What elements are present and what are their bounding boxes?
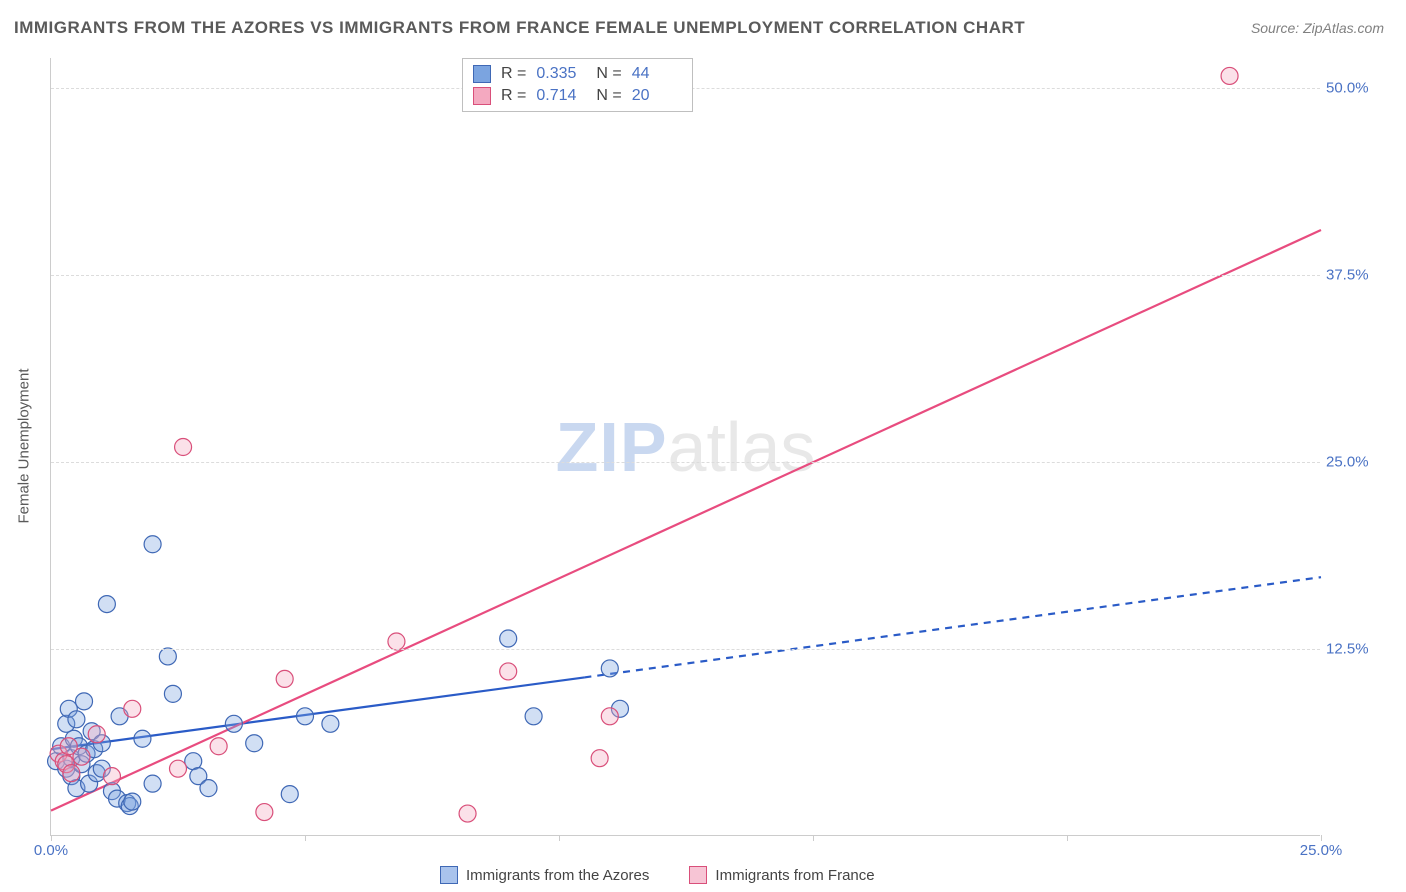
chart-container: IMMIGRANTS FROM THE AZORES VS IMMIGRANTS…: [0, 0, 1406, 892]
x-tick-mark: [305, 835, 306, 841]
data-point: [134, 730, 151, 747]
gridline: [51, 649, 1320, 650]
data-point: [164, 685, 181, 702]
legend-swatch-1: [689, 866, 707, 884]
legend-item-0: Immigrants from the Azores: [440, 866, 649, 884]
data-point: [459, 805, 476, 822]
x-tick-mark: [1067, 835, 1068, 841]
data-point: [276, 670, 293, 687]
data-point: [525, 708, 542, 725]
r-label-1: R =: [501, 87, 526, 105]
data-point: [322, 715, 339, 732]
legend-item-1: Immigrants from France: [689, 866, 874, 884]
data-point: [256, 804, 273, 821]
bottom-legend: Immigrants from the Azores Immigrants fr…: [440, 866, 875, 884]
data-point: [170, 760, 187, 777]
y-tick-label: 12.5%: [1326, 640, 1386, 657]
x-tick-mark: [813, 835, 814, 841]
data-point: [281, 786, 298, 803]
data-point: [210, 738, 227, 755]
chart-title: IMMIGRANTS FROM THE AZORES VS IMMIGRANTS…: [14, 18, 1025, 38]
data-point: [601, 708, 618, 725]
data-point: [124, 793, 141, 810]
data-point: [500, 663, 517, 680]
legend-swatch-0: [440, 866, 458, 884]
source-attribution: Source: ZipAtlas.com: [1251, 20, 1384, 36]
data-point: [144, 775, 161, 792]
data-point: [63, 765, 80, 782]
data-point: [88, 726, 105, 743]
gridline: [51, 275, 1320, 276]
data-point: [103, 768, 120, 785]
stats-row-series-1: R = 0.714 N = 20: [473, 85, 682, 107]
data-point: [144, 536, 161, 553]
x-tick-mark: [559, 835, 560, 841]
data-point: [225, 715, 242, 732]
data-point: [68, 711, 85, 728]
n-value-0: 44: [632, 65, 682, 83]
trend-line-extrapolated: [584, 577, 1321, 677]
r-value-1: 0.714: [536, 87, 586, 105]
n-label-1: N =: [596, 87, 621, 105]
chart-svg: [51, 58, 1320, 835]
legend-label-1: Immigrants from France: [715, 867, 874, 884]
data-point: [591, 750, 608, 767]
data-point: [98, 596, 115, 613]
y-tick-label: 37.5%: [1326, 266, 1386, 283]
data-point: [76, 693, 93, 710]
r-value-0: 0.335: [536, 65, 586, 83]
y-axis-label: Female Unemployment: [16, 368, 33, 523]
data-point: [1221, 67, 1238, 84]
x-tick-mark: [51, 835, 52, 841]
x-tick-label: 0.0%: [34, 842, 68, 859]
data-point: [297, 708, 314, 725]
plot-area: ZIPatlas 12.5%25.0%37.5%50.0%0.0%25.0%: [50, 58, 1320, 836]
data-point: [159, 648, 176, 665]
gridline: [51, 462, 1320, 463]
n-label-0: N =: [596, 65, 621, 83]
data-point: [246, 735, 263, 752]
n-value-1: 20: [632, 87, 682, 105]
data-point: [124, 700, 141, 717]
data-point: [73, 748, 90, 765]
stats-legend-box: R = 0.335 N = 44 R = 0.714 N = 20: [462, 58, 693, 112]
y-tick-label: 25.0%: [1326, 453, 1386, 470]
data-point: [601, 660, 618, 677]
data-point: [500, 630, 517, 647]
stats-row-series-0: R = 0.335 N = 44: [473, 63, 682, 85]
swatch-series-1: [473, 87, 491, 105]
x-tick-label: 25.0%: [1300, 842, 1343, 859]
swatch-series-0: [473, 65, 491, 83]
x-tick-mark: [1321, 835, 1322, 841]
legend-label-0: Immigrants from the Azores: [466, 867, 649, 884]
y-tick-label: 50.0%: [1326, 79, 1386, 96]
data-point: [200, 780, 217, 797]
data-point: [388, 633, 405, 650]
r-label-0: R =: [501, 65, 526, 83]
data-point: [175, 439, 192, 456]
